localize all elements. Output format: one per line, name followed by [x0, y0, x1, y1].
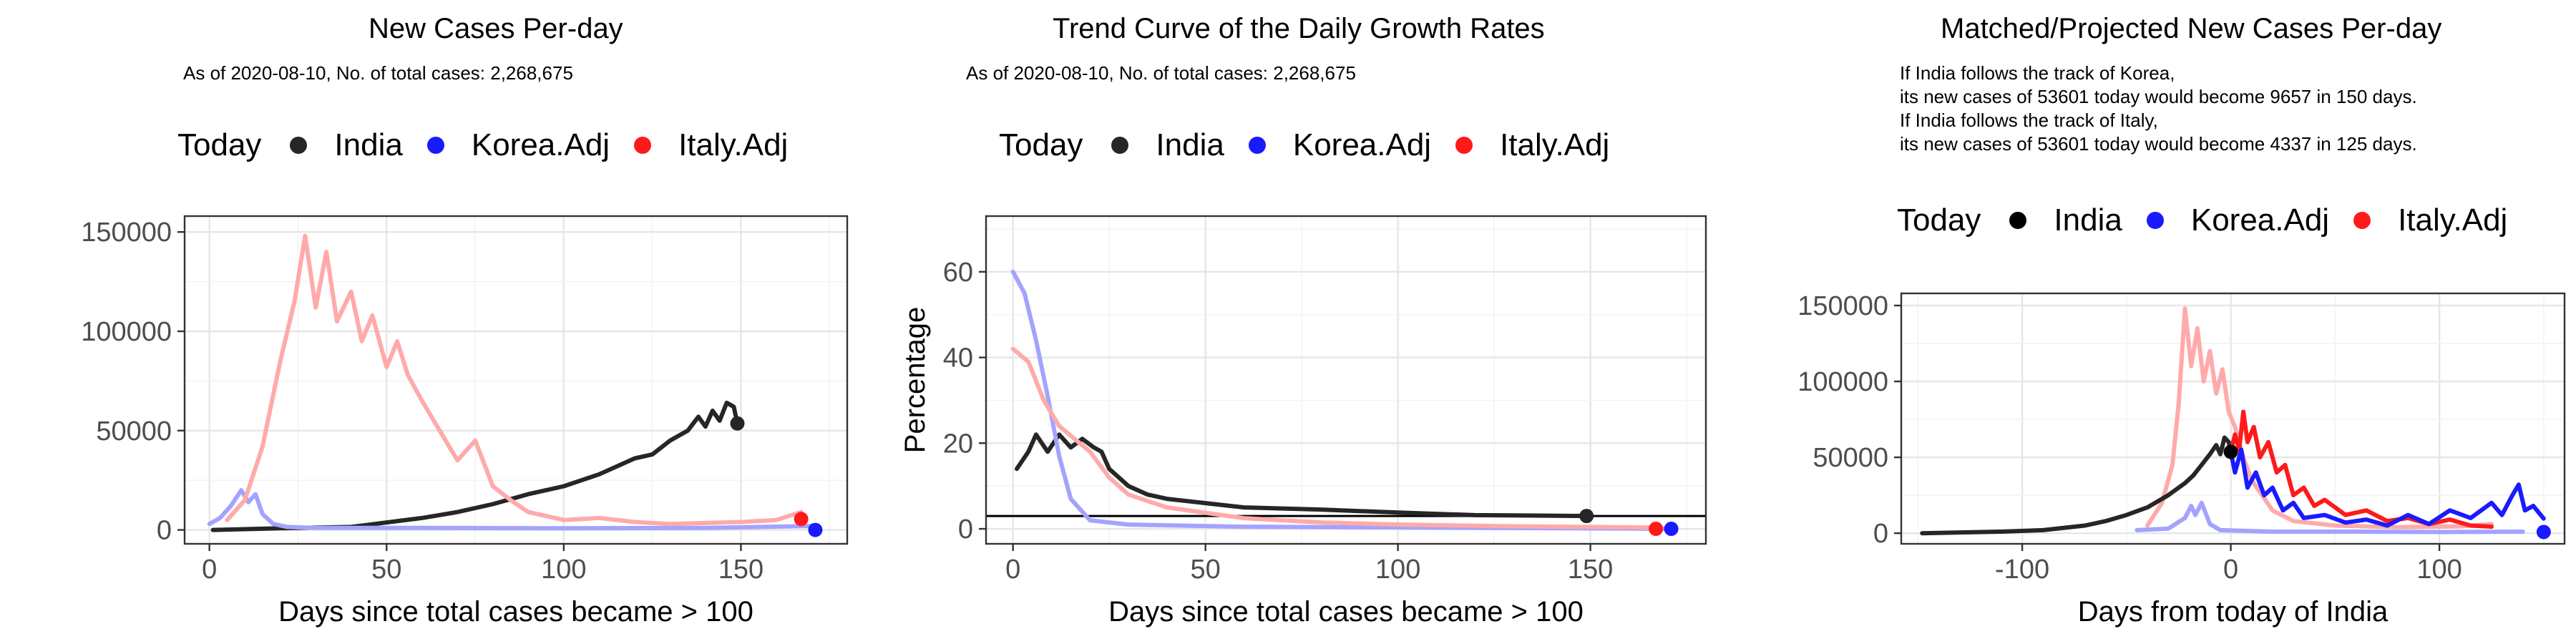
panel-growth-rates: Trend Curve of the Daily Growth Rates As…: [859, 0, 1717, 644]
plot-border: [183, 215, 849, 545]
legend-dot: [2146, 212, 2164, 229]
annotation-line: its new cases of 53601 today would becom…: [1900, 86, 2417, 107]
today-point: [2536, 525, 2551, 540]
y-tick-label: 40: [943, 343, 973, 374]
panel-new-cases: New Cases Per-day As of 2020-08-10, No. …: [0, 0, 859, 644]
x-tick-label: 0: [1005, 555, 1020, 585]
legend: Today India Korea.Adj Italy.Adj: [999, 127, 1634, 163]
x-tick-label: 50: [1191, 555, 1221, 585]
legend-dot: [2009, 212, 2027, 229]
x-tick-label: 100: [541, 555, 586, 585]
legend-dot: [1455, 137, 1473, 154]
today-point: [794, 512, 809, 527]
series-line: [1010, 269, 1674, 531]
today-point: [1579, 509, 1594, 524]
x-tick-label: 150: [718, 555, 763, 585]
today-point: [730, 416, 745, 431]
legend: Today India Korea.Adj Italy.Adj: [1897, 203, 2532, 238]
chart-title: New Cases Per-day: [369, 13, 623, 44]
legend-item-india: India: [2009, 203, 2122, 238]
y-tick-label: 100000: [81, 317, 172, 347]
series-line: [1920, 435, 2233, 536]
legend-item-italy: Italy.Adj: [2353, 203, 2507, 238]
series-line: [2145, 306, 2494, 530]
legend-dot: [2353, 212, 2371, 229]
y-tick-label: 0: [157, 516, 172, 546]
legend-title: Today: [1897, 203, 1981, 238]
legend-label: India: [2054, 203, 2122, 238]
x-tick-label: 50: [371, 555, 401, 585]
chart-title: Trend Curve of the Daily Growth Rates: [1053, 13, 1545, 44]
today-point: [808, 522, 823, 537]
legend-dot: [426, 137, 444, 154]
x-axis-title: Days since total cases became > 100: [1108, 596, 1584, 628]
legend-title: Today: [177, 127, 262, 162]
legend-dot: [290, 137, 308, 154]
annotation-line: If India follows the track of Korea,: [1900, 62, 2175, 84]
legend-item-italy: Italy.Adj: [634, 127, 788, 163]
x-axis-title: Days since total cases became > 100: [278, 596, 753, 628]
legend-item-korea: Korea.Adj: [426, 127, 610, 163]
y-tick-label: 50000: [1813, 443, 1888, 473]
x-tick-label: 0: [202, 555, 217, 585]
panel-projected: Matched/Projected New Cases Per-day If I…: [1717, 0, 2576, 644]
x-tick-label: 0: [2223, 555, 2238, 585]
y-tick-label: 150000: [81, 218, 172, 248]
plot-border: [1900, 292, 2566, 545]
plot-area: -100 0 100 0 50000 100000 150000 Days from toda…: [1797, 291, 2566, 628]
x-axis-title: Days from today of India: [2078, 596, 2389, 628]
series-line: [2228, 447, 2546, 528]
legend-dot: [1248, 137, 1266, 154]
y-tick-label: 0: [1873, 519, 1888, 549]
series-line: [210, 400, 740, 532]
chart-annotation: If India follows the track of Korea, its…: [1900, 62, 2417, 156]
today-point: [2223, 444, 2238, 459]
plot-area: 0 50 100 150 0 20 40 60 Days since total cases b…: [899, 215, 1707, 628]
y-axis-title: Percentage: [899, 307, 931, 454]
legend-label: India: [1156, 127, 1224, 162]
annotation-line: If India follows the track of Italy,: [1900, 109, 2158, 131]
y-tick-label: 100000: [1797, 367, 1888, 397]
y-tick-label: 50000: [96, 416, 172, 447]
plot-area: 0 50 100 150 0 50000 100000 150000 Days since to…: [81, 215, 849, 628]
chart-subtitle: As of 2020-08-10, No. of total cases: 2,…: [966, 62, 1356, 84]
legend-dot: [634, 137, 652, 154]
legend-label: Korea.Adj: [471, 127, 610, 162]
y-tick-label: 60: [943, 258, 973, 288]
legend-item-india: India: [290, 127, 403, 163]
legend-title: Today: [999, 127, 1083, 162]
legend-label: Korea.Adj: [1292, 127, 1432, 162]
annotation-line: its new cases of 53601 today would becom…: [1900, 133, 2417, 155]
legend-item-korea: Korea.Adj: [1248, 127, 1432, 163]
today-point: [1649, 522, 1664, 537]
legend-label: Italy.Adj: [678, 127, 789, 162]
y-tick-label: 150000: [1797, 291, 1888, 321]
series-line: [225, 233, 804, 527]
chart-subtitle: As of 2020-08-10, No. of total cases: 2,…: [183, 62, 573, 84]
x-tick-label: 100: [1375, 555, 1420, 585]
today-point: [1664, 522, 1679, 537]
series-line: [2135, 500, 2525, 535]
legend-label: Korea.Adj: [2190, 203, 2330, 238]
legend-label: Italy.Adj: [1500, 127, 1610, 162]
series-line: [1010, 346, 1659, 530]
legend-item-india: India: [1111, 127, 1224, 163]
plot-border: [985, 215, 1707, 545]
chart-title: Matched/Projected New Cases Per-day: [1941, 13, 2442, 44]
legend: Today India Korea.Adj Italy.Adj: [177, 127, 812, 163]
y-tick-label: 20: [943, 429, 973, 459]
legend-item-italy: Italy.Adj: [1455, 127, 1609, 163]
legend-dot: [1111, 137, 1129, 154]
series-line: [207, 488, 818, 531]
legend-label: India: [334, 127, 403, 162]
legend-item-korea: Korea.Adj: [2146, 203, 2330, 238]
legend-label: Italy.Adj: [2398, 203, 2508, 238]
x-tick-label: 100: [2416, 555, 2462, 585]
x-tick-label: -100: [1995, 555, 2049, 585]
y-tick-label: 0: [958, 514, 973, 545]
series-line: [1015, 432, 1589, 519]
x-tick-label: 150: [1568, 555, 1613, 585]
